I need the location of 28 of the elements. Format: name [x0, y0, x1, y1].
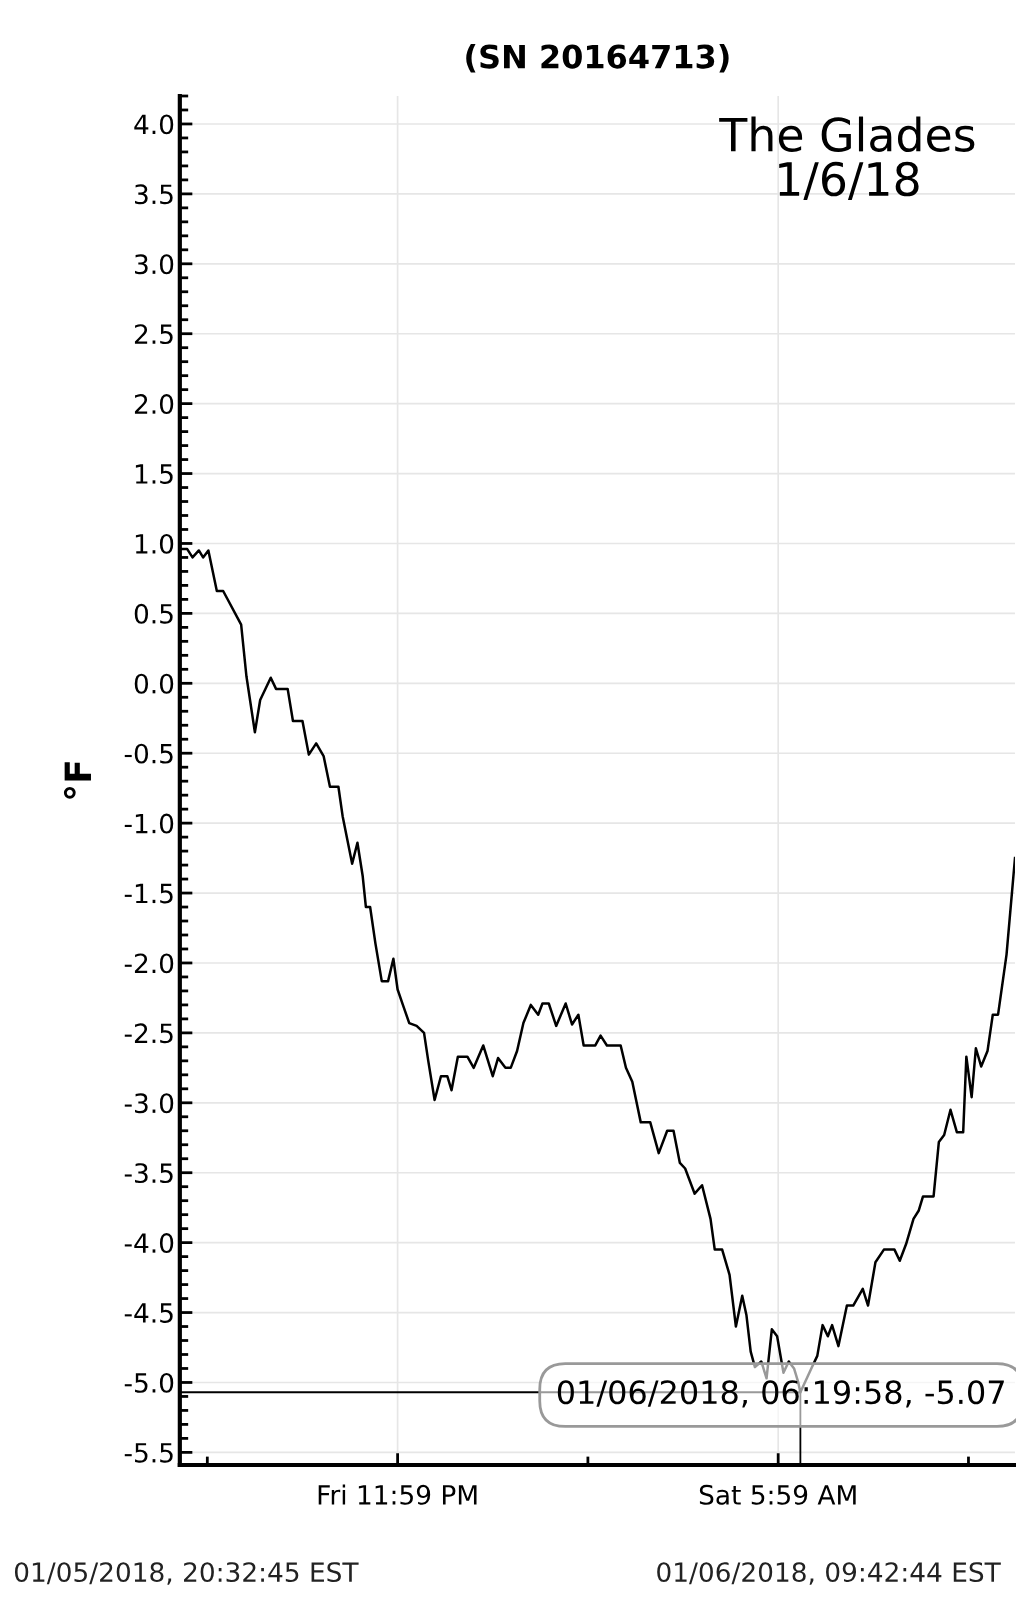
y-tick-label: -3.0	[124, 1093, 174, 1114]
annotation: 01/06/2018, 06:19:58, -5.07	[557, 1380, 1004, 1408]
y-tick-label: 4.0	[134, 114, 174, 135]
y-tick-label: 1.0	[135, 533, 174, 554]
y-tick-label: -5.0	[124, 1372, 174, 1393]
y-tick-label: -2.5	[124, 1023, 173, 1044]
y-tick-label: -4.0	[124, 1233, 174, 1254]
y-tick-label: -0.5	[124, 743, 173, 764]
y-axis-title: °F	[63, 762, 91, 799]
y-tick-label: 2.0	[134, 394, 174, 415]
y-tick-label: 2.5	[134, 324, 173, 345]
x-tick-label: Fri 11:59 PM	[318, 1484, 477, 1505]
y-tick-label: -1.0	[124, 813, 174, 834]
chart-title: (SN 20164713)	[466, 43, 729, 73]
y-tick-label: 0.0	[134, 673, 174, 694]
x-tick-label: Sat 5:59 AM	[699, 1484, 856, 1505]
y-tick-label: 3.5	[135, 184, 173, 205]
annotation: The Glades 1/6/18	[719, 116, 975, 200]
y-tick-label: -5.5	[124, 1443, 173, 1463]
y-tick-label: 1.5	[135, 464, 173, 484]
text: 01/05/2018, 20:32:45 EST	[14, 1562, 359, 1585]
y-tick-label: -1.5	[124, 883, 173, 904]
y-tick-label: -3.5	[124, 1163, 173, 1184]
y-tick-label: 0.5	[134, 603, 173, 624]
y-tick-label: -2.0	[124, 953, 174, 974]
text: 01/06/2018, 09:42:44 EST	[657, 1562, 1001, 1585]
y-tick-label: 3.0	[135, 254, 174, 275]
y-tick-label: -4.5	[124, 1303, 173, 1323]
